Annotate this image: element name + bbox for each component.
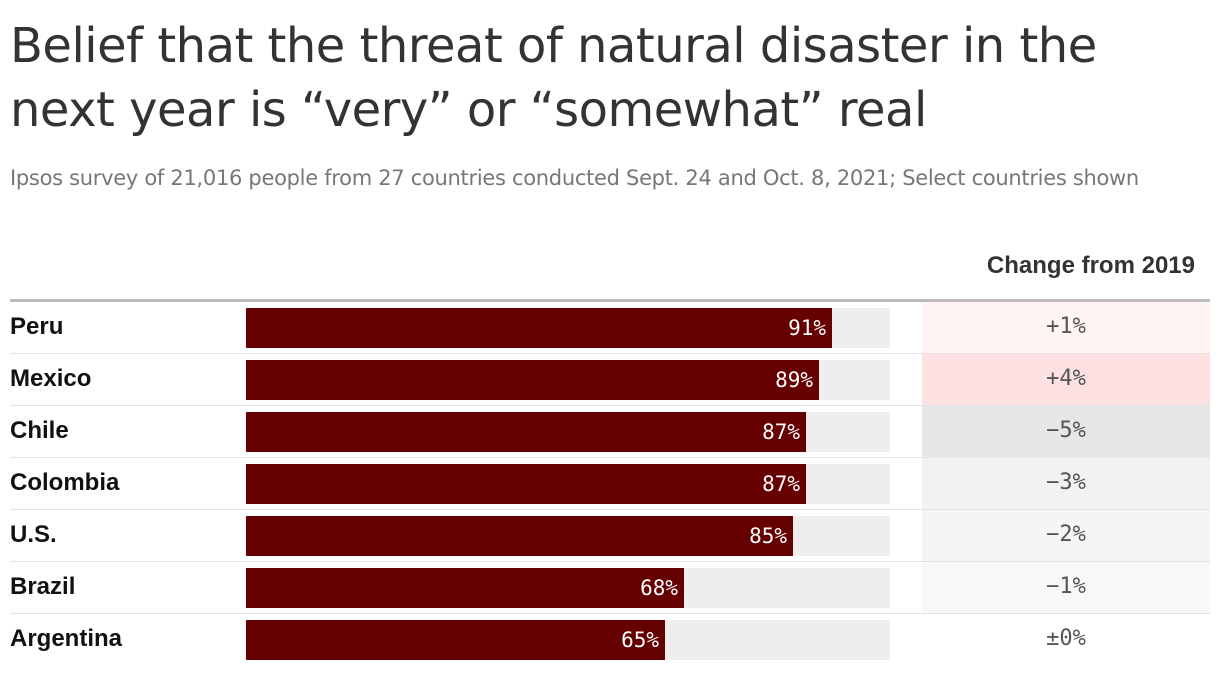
bar: 91%: [246, 308, 832, 348]
country-label: Brazil: [10, 573, 76, 600]
bar: 68%: [246, 568, 684, 608]
bar-track: 87%: [246, 412, 890, 452]
country-label: Mexico: [10, 365, 92, 392]
bar-track: 87%: [246, 464, 890, 504]
bar-value-label: 87%: [762, 472, 800, 496]
chart-rows: Peru 91% +1% Mexico 89% +4% Chile 87% −5% Colombi…: [10, 302, 1210, 666]
bar-value-label: 85%: [749, 524, 787, 548]
bar: 85%: [246, 516, 793, 556]
country-label: Argentina: [10, 625, 123, 652]
change-value: −1%: [922, 562, 1210, 613]
bar-track: 65%: [246, 620, 890, 660]
chart-row: Chile 87% −5%: [10, 406, 1210, 458]
change-value: +4%: [922, 354, 1210, 405]
chart-subtitle: Ipsos survey of 21,016 people from 27 co…: [10, 166, 1139, 190]
bar: 87%: [246, 412, 806, 452]
change-value: −2%: [922, 510, 1210, 561]
country-label: Chile: [10, 417, 69, 444]
country-label: Colombia: [10, 469, 120, 496]
bar-track: 85%: [246, 516, 890, 556]
bar-value-label: 68%: [640, 576, 678, 600]
chart-row: Brazil 68% −1%: [10, 562, 1210, 614]
country-label: Peru: [10, 313, 64, 340]
change-value: −5%: [922, 406, 1210, 457]
chart-row: Mexico 89% +4%: [10, 354, 1210, 406]
chart-row: U.S. 85% −2%: [10, 510, 1210, 562]
chart-row: Peru 91% +1%: [10, 302, 1210, 354]
chart-row: Argentina 65% ±0%: [10, 614, 1210, 666]
chart-row: Colombia 87% −3%: [10, 458, 1210, 510]
header-divider: [10, 299, 1210, 302]
bar: 89%: [246, 360, 819, 400]
bar-track: 68%: [246, 568, 890, 608]
bar-value-label: 91%: [788, 316, 826, 340]
change-value: ±0%: [922, 614, 1210, 665]
change-column-header: Change from 2019: [986, 252, 1195, 279]
bar: 65%: [246, 620, 665, 660]
chart-title: Belief that the threat of natural disast…: [10, 18, 1097, 138]
bar-value-label: 89%: [775, 368, 813, 392]
country-label: U.S.: [10, 521, 57, 548]
bar-value-label: 65%: [621, 628, 659, 652]
change-value: −3%: [922, 458, 1210, 509]
bar-track: 89%: [246, 360, 890, 400]
bar-value-label: 87%: [762, 420, 800, 444]
bar-track: 91%: [246, 308, 890, 348]
bar: 87%: [246, 464, 806, 504]
change-value: +1%: [922, 302, 1210, 353]
